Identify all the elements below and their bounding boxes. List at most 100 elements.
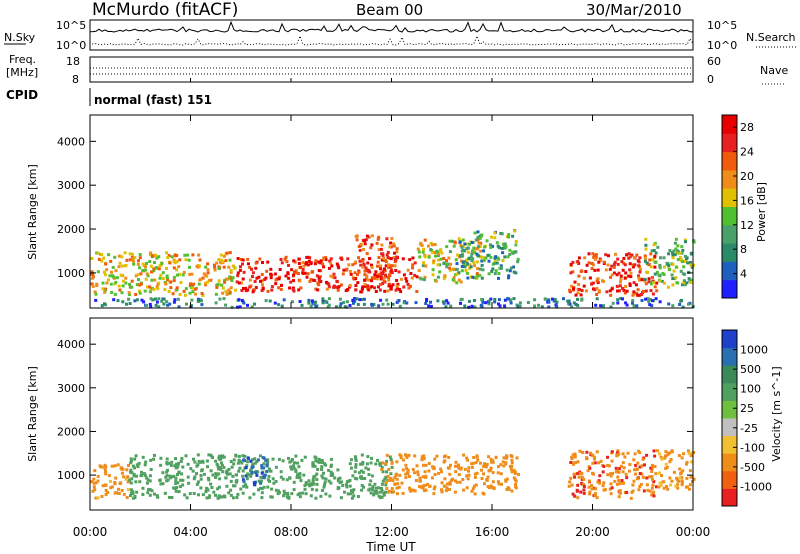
power-cell [173,261,177,265]
power-cell [359,290,363,294]
power-cell [478,245,482,248]
power-cell [480,263,484,267]
power-cell [621,297,624,301]
power-cell [595,279,599,283]
velocity-cell [635,477,639,481]
velocity-cell [258,486,262,490]
power-cell [172,300,176,304]
velocity-cell [286,493,290,497]
power-cell [394,269,398,272]
power-cell [124,264,128,267]
velocity-cell [674,484,678,488]
velocity-cell [321,461,325,464]
power-cell [315,274,319,278]
velocity-cell [309,494,313,498]
power-cell [506,297,510,301]
power-cell [166,303,170,307]
power-cell [476,267,480,271]
velocity-cell [163,491,167,495]
power-cell [432,261,435,265]
power-cell [321,301,325,305]
velocity-cell [237,458,241,462]
velocity-cell [113,491,117,495]
power-cell [410,276,414,280]
power-cell [599,259,603,263]
power-cell [157,281,161,285]
velocity-cell [214,493,217,497]
power-cell [321,297,325,301]
power-cell [219,261,223,265]
power-cell [647,277,651,281]
velocity-cell [113,464,117,468]
power-y-label: Slant Range [km] [26,164,39,260]
velocity-cell [385,486,389,490]
velocity-cell [448,480,452,484]
velocity-cell [146,491,150,495]
power-cell [292,259,296,263]
power-cell [110,270,113,274]
power-cell [345,300,349,304]
power-cell [104,262,108,266]
velocity-cell [568,480,572,484]
power-cell [430,250,434,254]
power-y-tick-label: 3000 [57,179,85,192]
power-cell [672,249,676,253]
power-cell [650,280,654,284]
velocity-y-tick-label: 4000 [57,338,85,351]
power-cell [143,289,147,293]
power-cell [436,263,440,267]
velocity-cell [311,463,315,467]
velocity-cell [660,457,664,461]
velocity-cell [510,458,514,462]
velocity-cell [104,472,108,476]
velocity-cell [339,496,343,500]
power-cell [116,299,120,303]
power-cell [429,300,432,304]
velocity-cell [158,478,162,482]
power-cell [100,259,104,263]
power-cell [189,282,193,286]
velocity-cell [615,454,619,458]
velocity-y-tick-label: 2000 [57,425,85,438]
velocity-cell [153,492,156,496]
velocity-cell [404,472,408,476]
power-cell [223,279,227,283]
power-cell [172,275,176,279]
velocity-cell [670,479,674,483]
power-cell [191,253,195,257]
velocity-cell [173,464,177,468]
velocity-cell [219,468,223,472]
power-cell [451,278,455,282]
velocity-cell [114,476,118,480]
velocity-cell [376,458,379,462]
power-cell [365,276,368,280]
power-cell [367,288,371,292]
power-cell [277,286,281,290]
power-cell [682,265,686,269]
velocity-cell [138,480,142,484]
power-cell [516,304,520,308]
velocity-cell [668,476,672,480]
power-cell [130,285,134,289]
power-cell [579,293,583,297]
velocity-cell [476,458,480,462]
velocity-cell [237,454,241,458]
velocity-cell [497,465,500,469]
power-cell [376,260,380,264]
power-cell [102,270,106,274]
velocity-cell [109,479,112,483]
velocity-cell [634,463,638,467]
power-cell [619,280,622,284]
power-cell [501,251,505,255]
velocity-cell [380,489,384,493]
power-cell [149,264,153,268]
velocity-cell [618,467,622,471]
power-cell [382,256,386,260]
cpid-label: CPID [6,88,38,102]
velocity-cell [440,490,444,494]
power-cell [421,264,425,268]
power-cell [644,237,648,241]
power-cell [678,303,682,306]
power-cell [672,269,676,273]
